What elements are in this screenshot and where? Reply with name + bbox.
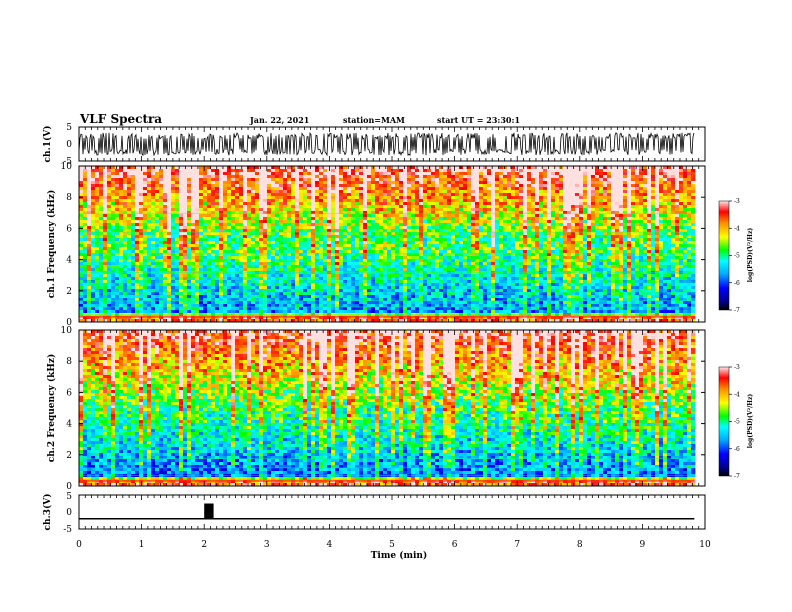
ch2-colorbar-gradient	[718, 366, 730, 477]
xtick-label: 0	[76, 540, 82, 550]
ch2-spectrogram-image	[79, 330, 696, 487]
ch1-spectrogram-image	[79, 166, 696, 323]
xtick-label: 10	[699, 540, 711, 550]
ch1-ytick-minus5: -5	[63, 157, 72, 167]
ch1-colorbar-ticks: -3 -4 -5 -6 -7	[729, 198, 740, 314]
colorbar-tick-label: -5	[734, 419, 740, 426]
ytick-label: 0	[66, 482, 72, 492]
colorbar-tick-label: -4	[734, 225, 740, 232]
xtick-label: 4	[327, 540, 333, 550]
colorbar-tick-label: -6	[734, 280, 740, 287]
xtick-label: 9	[640, 540, 646, 550]
xtick-label: 7	[514, 540, 520, 550]
ch3-pulse	[204, 503, 214, 519]
ch1-spectrogram-panel: 0 2 4 6 8 10 ch.1 Frequency (kHz)	[46, 162, 706, 328]
colorbar-tick-label: -4	[734, 391, 740, 398]
x-axis-ticks	[78, 127, 706, 529]
ytick-label: 4	[66, 256, 72, 266]
ytick-label: 6	[66, 388, 72, 398]
ch1-ytick-5: 5	[66, 123, 72, 133]
ytick-label: 4	[66, 420, 72, 430]
ch1-ytick-0: 0	[66, 140, 72, 150]
ch2-colorbar-ticks: -3 -4 -5 -6 -7	[729, 364, 740, 480]
ytick-label: 0	[66, 318, 72, 328]
station-label: station=MAM	[343, 115, 405, 125]
ch1-colorbar-gradient	[718, 200, 730, 311]
ch1-waveform-line	[78, 132, 695, 157]
ytick-label: 2	[66, 287, 72, 297]
ch1-spectrogram-ylabel: ch.1 Frequency (kHz)	[46, 190, 57, 299]
ytick-label: 10	[61, 326, 73, 336]
xtick-label: 8	[577, 540, 583, 550]
xtick-label: 1	[139, 540, 145, 550]
figure-title: VLF Spectra	[79, 112, 162, 126]
ch3-ytick-5: 5	[66, 492, 72, 502]
colorbar-tick-label: -7	[734, 473, 740, 480]
ytick-label: 10	[61, 162, 73, 172]
ytick-label: 8	[66, 357, 72, 367]
start-ut-label: start UT = 23:30:1	[437, 115, 520, 125]
ch1-spectrogram-yticks: 0 2 4 6 8 10	[61, 162, 705, 328]
date-label: Jan. 22, 2021	[249, 115, 309, 125]
xtick-label: 2	[201, 540, 207, 550]
ch2-spectrogram-yticks: 0 2 4 6 8 10	[61, 326, 705, 492]
ytick-label: 2	[66, 451, 72, 461]
xtick-label: 3	[264, 540, 270, 550]
colorbar-tick-label: -5	[734, 253, 740, 260]
xtick-label: 5	[389, 540, 395, 550]
xtick-label: 6	[452, 540, 458, 550]
ch3-waveform-trace	[79, 503, 695, 520]
ch1-colorbar: -3 -4 -5 -6 -7 log(PSD)(V²/Hz)	[718, 198, 754, 314]
x-axis-tick-labels: 0 1 2 3 4 5 6 7 8 9 10	[76, 540, 711, 550]
ch1-colorbar-label: log(PSD)(V²/Hz)	[747, 228, 754, 283]
ch2-spectrogram-ylabel: ch.2 Frequency (kHz)	[46, 354, 57, 463]
ch3-ytick-minus5: -5	[63, 525, 72, 535]
ytick-label: 8	[66, 193, 72, 203]
ytick-label: 6	[66, 224, 72, 234]
colorbar-tick-label: -3	[734, 364, 740, 371]
colorbar-tick-label: -7	[734, 307, 740, 314]
colorbar-tick-label: -6	[734, 446, 740, 453]
ch2-colorbar: -3 -4 -5 -6 -7 log(PSD)(V²/Hz)	[718, 364, 754, 480]
ch3-waveform-panel: 5 0 -5 ch.3(V)	[42, 492, 706, 535]
ch3-ytick-0: 0	[66, 508, 72, 518]
ch3-waveform-ylabel: ch.3(V)	[42, 494, 53, 531]
x-axis-label: Time (min)	[371, 550, 428, 561]
ch2-spectrogram-panel: 0 2 4 6 8 10 ch.2 Frequency (kHz)	[46, 326, 706, 492]
ch1-waveform-ylabel: ch.1(V)	[42, 126, 53, 163]
ch2-colorbar-label: log(PSD)(V²/Hz)	[747, 394, 754, 449]
colorbar-tick-label: -3	[734, 198, 740, 205]
ch1-waveform-trace	[78, 132, 695, 157]
